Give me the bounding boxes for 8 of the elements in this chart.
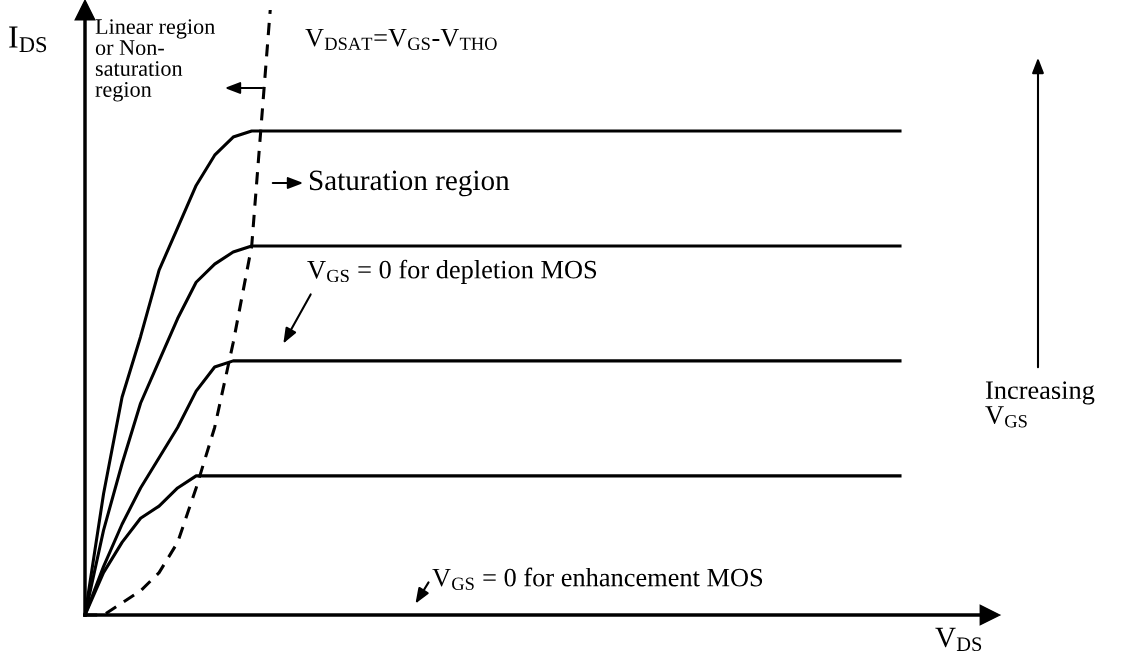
x-axis-title: V$_{DS}$ bbox=[935, 627, 982, 652]
annotation: Linear region or Non- saturation region bbox=[95, 19, 215, 102]
annotation: V$_{GS}$ = 0 for depletion MOS bbox=[307, 259, 597, 284]
series-label: V$_{DSAT}$=V$_{GS}$-V$_{THO}$ bbox=[305, 28, 497, 51]
annotation: V$_{GS}$ = 0 for enhancement MOS bbox=[432, 567, 763, 591]
y-axis-title: I$_{DS}$ bbox=[9, 26, 47, 53]
annotation: Saturation region bbox=[309, 170, 510, 197]
text: Increasing V$_{GS}$ bbox=[985, 381, 1095, 428]
